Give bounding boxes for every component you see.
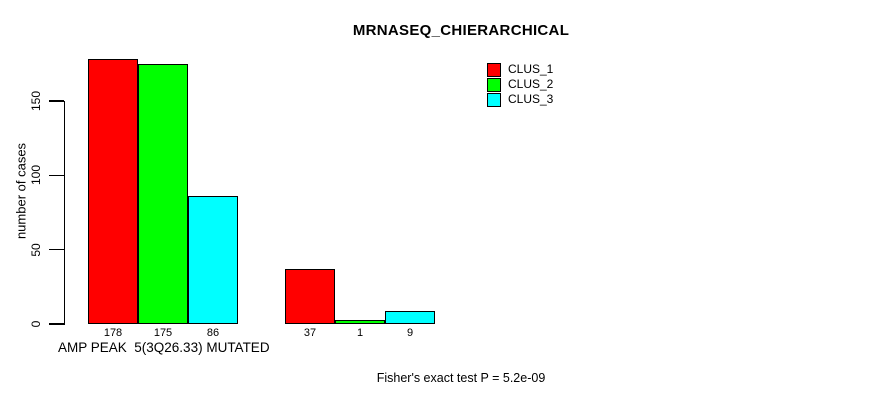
- y-axis-line: [63, 100, 65, 325]
- bar-clus_2-group1: [138, 63, 188, 324]
- legend-swatch-icon: [487, 77, 501, 92]
- bar-clus_1-group2: [285, 268, 335, 324]
- x-axis-label: AMP PEAK 5(3Q26.33) MUTATED: [58, 340, 270, 355]
- y-axis-tick: [49, 248, 64, 251]
- legend-item-clus_3: CLUS_3: [487, 92, 553, 107]
- bar-value-label: 1: [356, 326, 364, 339]
- legend-label: CLUS_2: [508, 77, 554, 91]
- bar-clus_3-group1: [188, 196, 238, 324]
- bar-value-label: 175: [153, 326, 173, 339]
- legend-item-clus_2: CLUS_2: [487, 77, 553, 92]
- bar-value-label: 178: [103, 326, 123, 339]
- bar-value-label: 9: [406, 326, 414, 339]
- bar-clus_1-group1: [88, 59, 138, 324]
- bar-value-label: 86: [206, 326, 220, 339]
- y-axis-tick-label: 100: [28, 165, 43, 186]
- legend-swatch-icon: [487, 62, 501, 77]
- chart-title: MRNASEQ_CHIERARCHICAL: [352, 22, 570, 39]
- bar-clus_3-group2: [385, 310, 435, 324]
- legend-label: CLUS_3: [508, 92, 554, 106]
- bar-clus_2-group2: [335, 320, 385, 324]
- bar-value-label: 37: [303, 326, 317, 339]
- y-axis-tick: [49, 100, 64, 102]
- y-axis-title: number of cases: [13, 142, 29, 240]
- legend-swatch-icon: [487, 92, 501, 107]
- y-axis-tick-label: 0: [28, 320, 43, 328]
- y-axis-tick: [49, 323, 64, 325]
- legend-item-clus_1: CLUS_1: [487, 62, 553, 77]
- legend: CLUS_1 CLUS_2 CLUS_3: [487, 62, 553, 107]
- legend-label: CLUS_1: [508, 62, 554, 76]
- y-axis-tick-label: 50: [28, 242, 43, 257]
- y-axis-tick-label: 150: [28, 90, 43, 112]
- y-axis-tick: [49, 174, 64, 177]
- fisher-test-annotation: Fisher's exact test P = 5.2e-09: [376, 371, 546, 385]
